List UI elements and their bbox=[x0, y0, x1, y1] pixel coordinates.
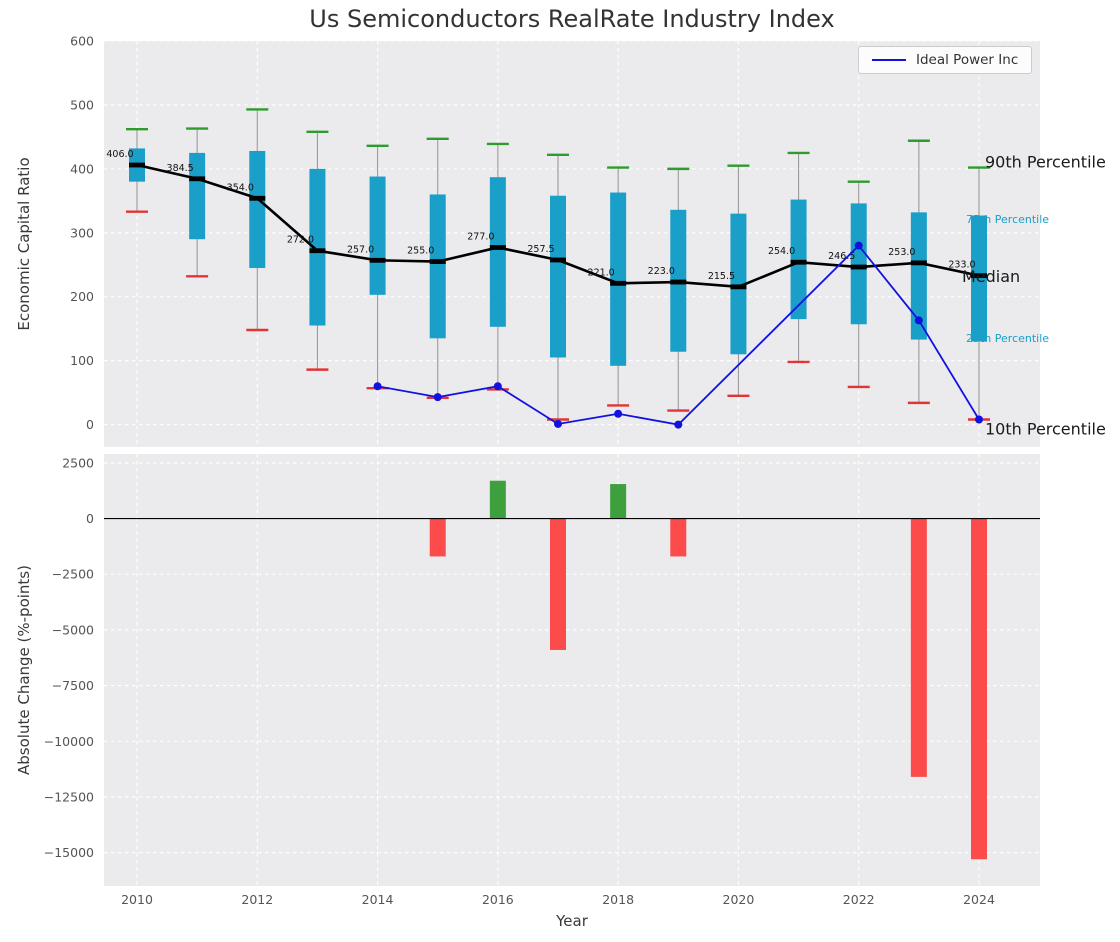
bottom-y-tick-label: −2500 bbox=[52, 567, 94, 582]
company-point bbox=[493, 382, 502, 391]
bottom-y-tick-label: 0 bbox=[86, 511, 94, 526]
top-y-tick-label: 100 bbox=[70, 353, 94, 368]
bottom-plot-background bbox=[104, 454, 1040, 886]
median-value-label: 272.0 bbox=[287, 235, 314, 246]
x-tick-label: 2016 bbox=[482, 892, 514, 907]
percentile-label: 90th Percentile bbox=[985, 152, 1106, 171]
bottom-y-tick-label: −15000 bbox=[44, 845, 94, 860]
iqr-box bbox=[189, 152, 206, 240]
median-value-label: 406.0 bbox=[106, 149, 133, 160]
iqr-box bbox=[550, 195, 566, 358]
percentile-label: 10th Percentile bbox=[985, 420, 1106, 439]
median-marker bbox=[309, 248, 326, 254]
median-marker bbox=[129, 162, 145, 168]
median-value-label: 277.0 bbox=[467, 232, 494, 243]
top-y-tick-label: 0 bbox=[86, 417, 94, 432]
company-point bbox=[614, 409, 623, 418]
top-y-tick-label: 600 bbox=[70, 34, 94, 49]
median-value-label: 354.0 bbox=[227, 182, 254, 193]
top-y-tick-label: 200 bbox=[70, 289, 94, 304]
company-point bbox=[914, 316, 923, 325]
median-value-label: 257.0 bbox=[347, 244, 374, 255]
percentile-label: 25th Percentile bbox=[966, 332, 1049, 345]
change-bar bbox=[670, 518, 687, 557]
percentile-label: Median bbox=[962, 267, 1020, 286]
median-marker bbox=[850, 264, 867, 270]
x-axis-label: Year bbox=[556, 912, 588, 930]
bottom-y-tick-label: −7500 bbox=[52, 678, 94, 693]
change-bar bbox=[971, 518, 987, 860]
x-tick-label: 2020 bbox=[723, 892, 755, 907]
median-value-label: 215.5 bbox=[708, 271, 735, 282]
top-y-tick-label: 300 bbox=[70, 225, 94, 240]
company-point bbox=[554, 419, 562, 428]
bottom-y-tick-label: −12500 bbox=[44, 789, 94, 804]
median-value-label: 246.5 bbox=[828, 251, 855, 262]
iqr-box bbox=[971, 215, 987, 342]
x-tick-label: 2010 bbox=[121, 892, 153, 907]
top-y-tick-label: 400 bbox=[70, 161, 94, 176]
iqr-box bbox=[249, 150, 266, 268]
x-tick-label: 2022 bbox=[843, 892, 875, 907]
median-marker bbox=[730, 284, 747, 290]
legend-line-sample bbox=[872, 59, 906, 61]
iqr-box bbox=[730, 213, 747, 355]
median-value-label: 257.5 bbox=[527, 244, 554, 255]
x-tick-label: 2014 bbox=[362, 892, 394, 907]
change-bar bbox=[429, 518, 446, 557]
x-tick-label: 2018 bbox=[602, 892, 634, 907]
change-bar bbox=[610, 484, 627, 519]
median-marker bbox=[189, 176, 206, 182]
median-marker bbox=[489, 245, 506, 250]
median-value-label: 223.0 bbox=[648, 266, 675, 277]
bottom-y-tick-label: −10000 bbox=[44, 734, 94, 749]
y-axis-label-top: Economic Capital Ratio bbox=[15, 157, 33, 331]
legend: Ideal Power Inc bbox=[858, 46, 1033, 74]
median-value-label: 233.0 bbox=[948, 260, 975, 271]
iqr-box bbox=[429, 194, 446, 339]
legend-label: Ideal Power Inc bbox=[916, 52, 1019, 68]
company-point bbox=[373, 382, 382, 391]
y-axis-label-bottom: Absolute Change (%-points) bbox=[15, 565, 33, 775]
median-marker bbox=[610, 280, 627, 286]
median-value-label: 253.0 bbox=[888, 247, 915, 258]
top-y-tick-label: 500 bbox=[70, 97, 94, 112]
median-marker bbox=[790, 259, 807, 265]
change-bar bbox=[489, 480, 506, 519]
iqr-box bbox=[910, 212, 927, 340]
median-marker bbox=[249, 195, 266, 201]
iqr-box bbox=[309, 168, 326, 326]
change-bar bbox=[550, 518, 566, 650]
bottom-y-tick-label: −5000 bbox=[52, 622, 94, 637]
x-tick-label: 2012 bbox=[241, 892, 273, 907]
iqr-box bbox=[850, 203, 867, 325]
median-marker bbox=[971, 273, 987, 279]
median-marker bbox=[550, 257, 566, 263]
x-tick-label: 2024 bbox=[963, 892, 995, 907]
chart-title: Us Semiconductors RealRate Industry Inde… bbox=[309, 5, 835, 33]
company-point bbox=[674, 420, 683, 429]
change-bar bbox=[910, 518, 927, 777]
percentile-label: 75th Percentile bbox=[966, 213, 1049, 226]
median-value-label: 254.0 bbox=[768, 246, 795, 257]
median-marker bbox=[369, 257, 386, 263]
iqr-box bbox=[610, 192, 627, 366]
bottom-y-tick-label: 2500 bbox=[62, 455, 94, 470]
median-marker bbox=[910, 260, 927, 266]
top-plot-background bbox=[104, 41, 1040, 447]
median-marker bbox=[429, 259, 446, 264]
iqr-box bbox=[489, 177, 506, 327]
median-value-label: 221.0 bbox=[588, 267, 615, 278]
median-value-label: 384.5 bbox=[167, 163, 194, 174]
company-point bbox=[975, 415, 983, 424]
company-point bbox=[854, 241, 863, 250]
company-point bbox=[433, 393, 442, 402]
median-value-label: 255.0 bbox=[407, 246, 434, 257]
median-marker bbox=[670, 279, 687, 285]
iqr-box bbox=[369, 176, 386, 295]
iqr-box bbox=[790, 199, 807, 320]
